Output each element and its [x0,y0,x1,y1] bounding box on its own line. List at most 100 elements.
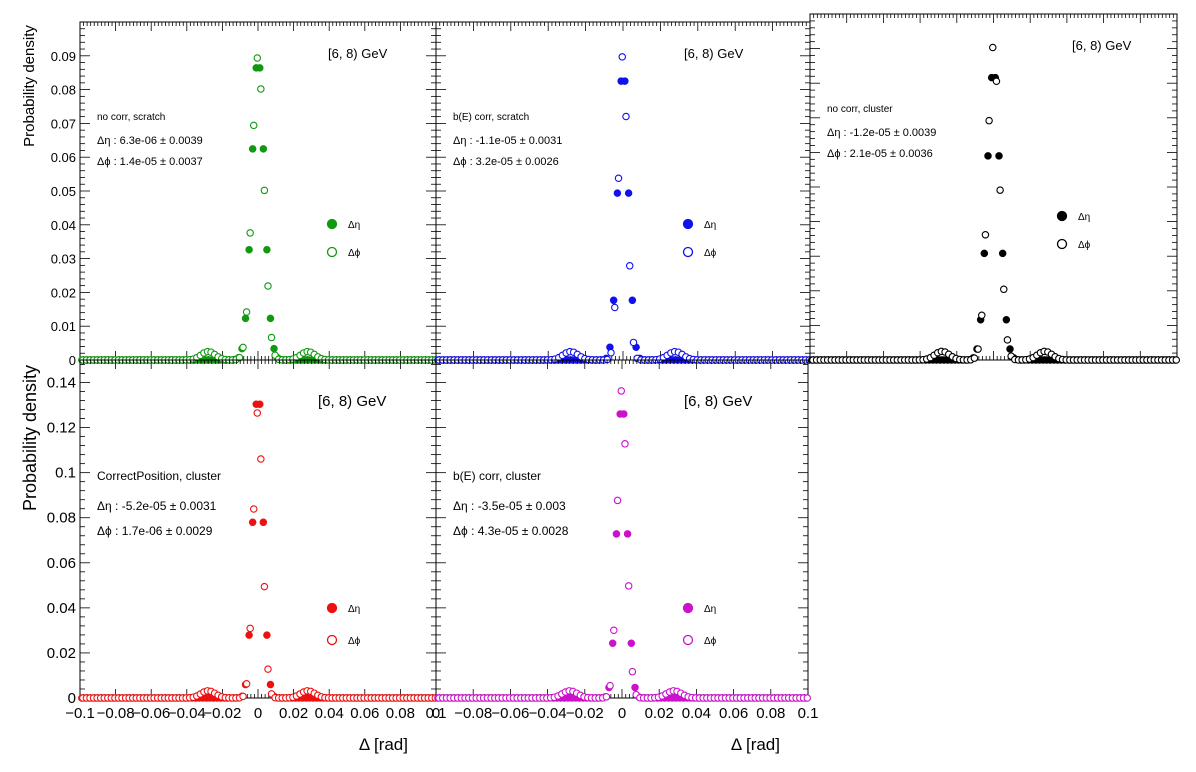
stats-line: Δη : 6.3e-06 ± 0.0039 [97,135,203,147]
data-point [989,43,997,52]
data-point [627,639,636,647]
data-point [264,282,272,290]
data-point [606,681,614,690]
y-tick-label: 0.03 [51,252,76,267]
data-point [1172,356,1181,364]
data-point [253,54,262,62]
x-tick-label: 0.06 [719,705,748,722]
legend-marker [1056,210,1068,222]
energy-label: [6, 8) GeV [328,46,388,61]
y-tick-label: 0.04 [47,600,76,617]
x-tick-label: −0.02 [566,705,604,722]
data-point [628,667,637,676]
y-axis-title: Probability density [21,25,38,147]
figure-layer: 0 0.01 0.02 0.03 0.04 0.05 0.06 0.07 0.08 0.09 Pro… [20,13,1181,754]
x-tick-label: −0.08 [97,705,135,722]
x-tick-label: −0.06 [132,705,170,722]
data-point [241,314,250,323]
data-point [970,354,979,362]
data-point [239,692,247,701]
data-point [1006,345,1014,353]
data-point [249,121,258,130]
data-point [239,343,247,352]
legend-label: Δϕ [704,636,717,647]
data-point [613,189,622,197]
data-point [614,174,623,182]
data-point [621,440,629,448]
x-tick-label: −0.06 [491,705,529,722]
x-axis-title: Δ [rad] [731,735,780,754]
data-point [1003,336,1012,344]
legend-marker [326,634,338,646]
data-point [625,262,634,270]
stats-line: Δη : -1.1e-05 ± 0.0031 [453,135,562,147]
data-point [242,308,251,316]
legend-label: Δϕ [1078,240,1091,251]
y-tick-label: 0.08 [47,510,76,527]
x-tick-label: 0 [618,705,626,722]
plot-frame [809,13,1178,361]
data-point [256,400,264,409]
data-point [248,518,257,527]
legend-marker [682,246,694,258]
data-point [980,249,989,258]
data-point [263,245,271,254]
plot-frame [79,21,437,361]
data-point [613,496,622,505]
data-point [624,189,633,197]
data-point [618,53,627,61]
data-point [624,582,633,590]
data-point [622,112,630,121]
data-point [257,85,265,93]
data-point [611,303,619,312]
data-point [607,348,615,357]
data-point [995,152,1003,160]
legend-label: Δϕ [704,248,717,259]
chart-panel-4: 00.020.040.060.080.10.120.14−0.1 −0.08−0.… [20,359,447,754]
y-tick-label: 0.07 [51,116,76,131]
data-point [256,64,264,72]
x-tick-label: 0.1 [426,705,447,722]
data-point [984,152,992,160]
y-tick-label: 0 [68,690,76,707]
legend-label: Δη [704,220,716,231]
data-point [1002,315,1011,324]
legend-marker [682,218,694,230]
legend-marker [682,634,694,646]
x-tick-label: −0.04 [529,705,567,722]
method-label: b(E) corr, scratch [453,112,529,123]
data-point [270,344,278,353]
energy-label: [6, 8) GeV [1072,38,1132,53]
data-point [266,314,275,323]
x-tick-label: 0.04 [682,705,711,722]
x-tick-label: −0.04 [168,705,206,722]
data-point [981,231,990,239]
y-tick-label: 0.06 [47,555,76,572]
chart-panel-5: 0 −0.08 −0.06 −0.04 −0.02 0 0.02 0.04 0.06 0.08 0.… [432,359,819,754]
x-tick-label: 0.1 [798,705,819,722]
chart-panel-1: 0 0.01 0.02 0.03 0.04 0.05 0.06 0.07 0.08 0.09 Pro… [21,21,440,368]
y-tick-label: 0.08 [51,83,76,98]
data-point [602,693,611,701]
data-point [260,582,269,591]
stats-line: Δϕ : 4.3e-05 ± 0.0028 [453,524,569,538]
data-point [628,296,637,305]
energy-label: [6, 8) GeV [684,393,752,410]
data-point [621,77,629,85]
x-tick-label: 0.02 [645,705,674,722]
data-point [259,518,268,527]
method-label: CorrectPosition, cluster [97,469,221,483]
data-point [264,665,272,673]
x-tick-label: 0.04 [315,705,344,722]
x-tick-label: 0 [254,705,262,722]
legend-marker [326,602,338,614]
data-point [985,116,993,125]
data-point [248,145,257,153]
legend-label: Δϕ [348,248,361,259]
data-point [245,631,253,639]
x-tick-label: 0.08 [756,705,785,722]
data-point [998,249,1007,258]
legend-label: Δη [348,220,360,231]
legend-label: Δη [348,604,360,615]
